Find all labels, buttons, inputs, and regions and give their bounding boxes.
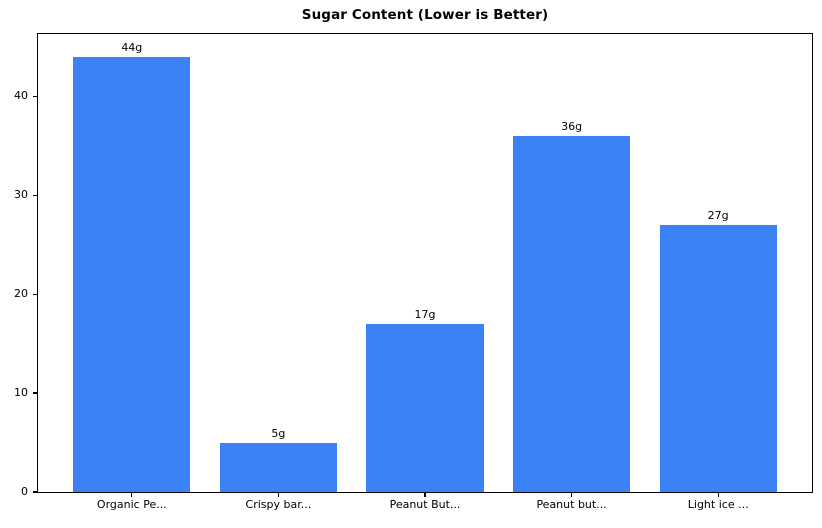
- x-tick: [570, 493, 573, 497]
- bar-value-label: 27g: [707, 208, 729, 222]
- x-tick: [277, 493, 279, 497]
- y-tick: [33, 392, 37, 394]
- bar: [219, 442, 338, 492]
- y-tick: [33, 293, 37, 295]
- y-tick: [33, 491, 37, 493]
- y-tick-label: 30: [14, 188, 28, 202]
- x-tick: [717, 493, 719, 497]
- x-tick-label: Organic Pe...: [96, 498, 167, 511]
- y-tick-label: 0: [21, 485, 28, 498]
- x-tick-label: Crispy bar...: [245, 498, 312, 511]
- x-tick-label: Peanut but...: [536, 498, 607, 511]
- plot-area: 0 10 20 30 40 44g Organic Pe... 5g Crispy bar...…: [14, 33, 813, 511]
- x-tick: [424, 493, 426, 497]
- bar-value-label: 44g: [121, 40, 143, 54]
- y-tick: [33, 95, 37, 97]
- bar: [659, 224, 777, 492]
- chart-title: Sugar Content (Lower is Better): [301, 7, 549, 23]
- x-tick: [131, 493, 133, 497]
- y-tick-label: 40: [14, 89, 28, 103]
- bar: [366, 323, 484, 492]
- bar: [512, 135, 631, 492]
- bar-value-label: 5g: [271, 426, 286, 440]
- y-tick-label: 20: [14, 287, 28, 301]
- y-tick-label: 10: [14, 386, 28, 400]
- x-tick-label: Light ice ...: [687, 498, 749, 511]
- bar-value-label: 36g: [561, 119, 583, 133]
- bar: [73, 56, 191, 492]
- y-tick: [33, 194, 37, 196]
- bar-value-label: 17g: [414, 307, 436, 321]
- x-tick-label: Peanut But...: [389, 498, 461, 511]
